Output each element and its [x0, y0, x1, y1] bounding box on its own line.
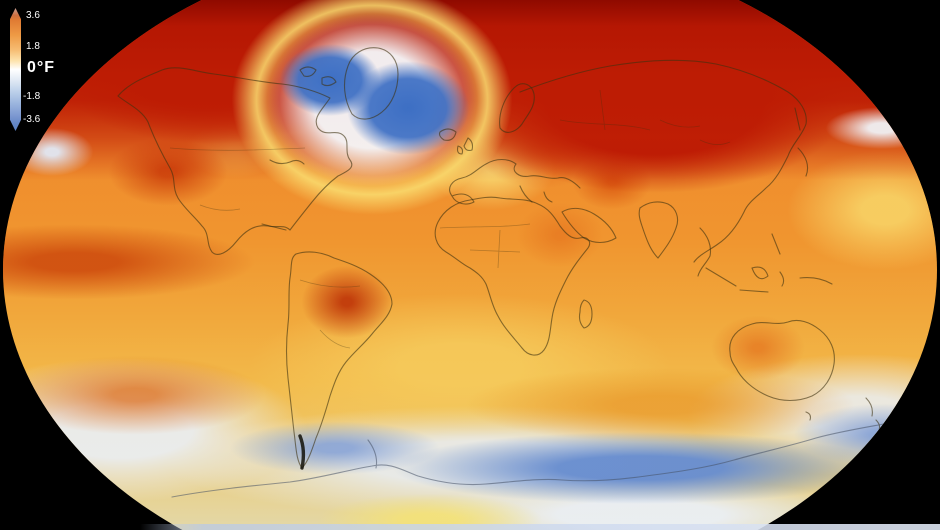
coastline-europe: [449, 158, 581, 205]
coastline-caribbean: [261, 223, 287, 231]
colorbar-tick-plus-3-6: 3.6: [26, 10, 40, 21]
colorbar-tick-plus-1-8: 1.8: [26, 41, 40, 52]
colorbar-tick-minus-1-8: -1.8: [23, 91, 41, 102]
coastline-southeast-asia: [697, 107, 833, 293]
coastline-asia: [519, 59, 807, 263]
coastline-south-america: [285, 251, 393, 469]
borders-asia: [559, 89, 731, 145]
temperature-colorbar: [10, 8, 21, 131]
colorbar-tick-minus-3-6: -3.6: [23, 114, 41, 125]
border-us-canada: [169, 147, 306, 211]
coastline-iceland: [438, 128, 457, 141]
temperature-legend: 3.6 1.8 0°F -1.8 -3.6: [0, 0, 90, 150]
coastline-north-america: [117, 67, 353, 255]
colorbar-tick-zero-f: 0°F: [27, 59, 56, 76]
coastline-british-isles: [456, 137, 474, 155]
coastline-greenland: [343, 47, 399, 120]
coastline-scandinavia: [499, 83, 535, 133]
coastline-australia: [729, 319, 881, 433]
coastline-antarctica: [171, 423, 885, 498]
coastline-africa: [434, 196, 591, 356]
borders-africa: [439, 223, 531, 269]
coastline-india: [638, 201, 679, 259]
coastline-arabia: [561, 207, 617, 244]
borders-south-america: [299, 279, 361, 349]
coastline-arctic-islands: [269, 66, 337, 165]
coastline-madagascar: [578, 299, 593, 329]
bottom-map-edge: [140, 524, 940, 530]
coastline-patagonia-fjords: [298, 434, 306, 470]
